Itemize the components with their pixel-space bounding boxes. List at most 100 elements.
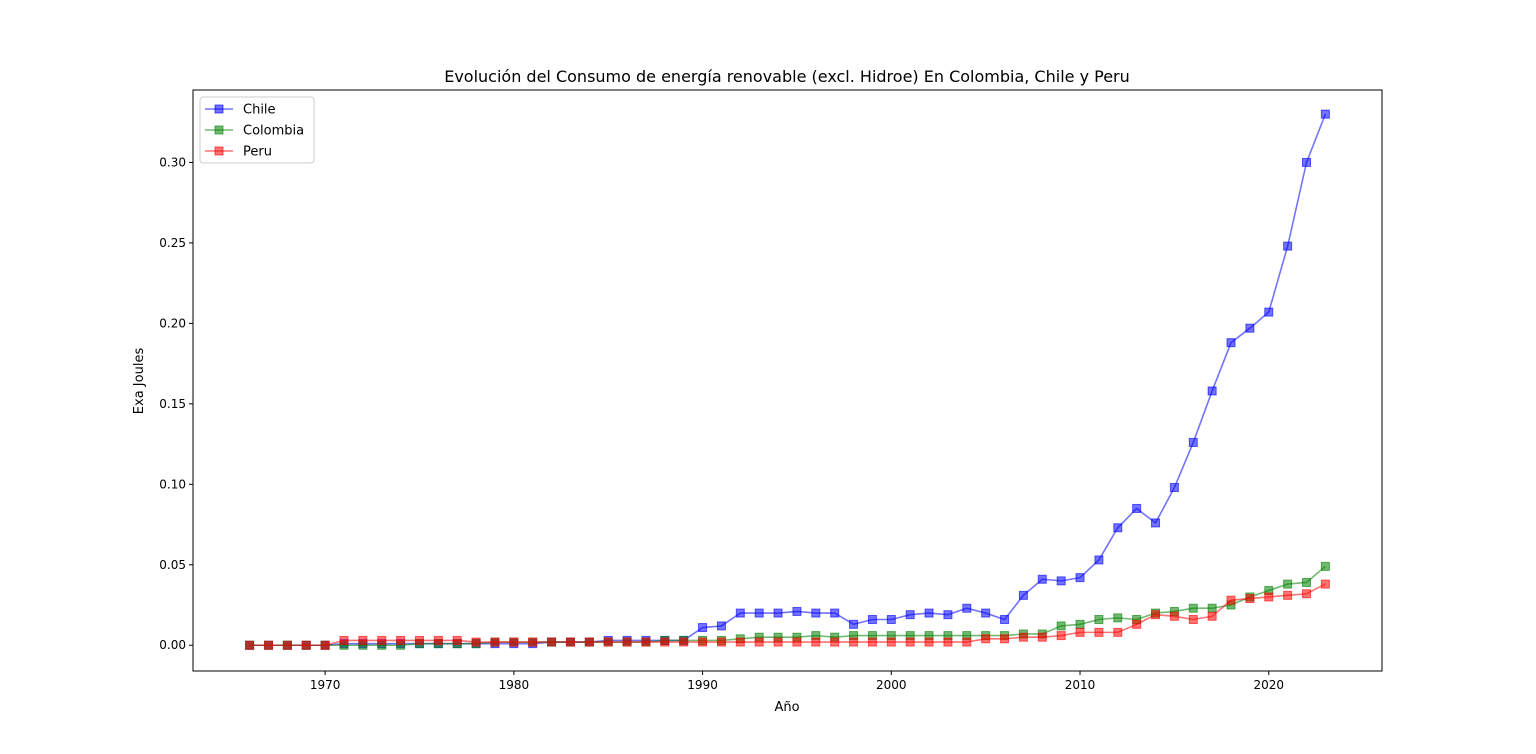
data-point [1151,610,1161,620]
data-point [433,635,443,645]
data-point [1302,589,1312,599]
data-point [792,637,802,647]
series-layer [245,109,1330,650]
x-tick-label: 1980 [499,678,530,692]
y-tick-label: 0.00 [159,638,186,652]
data-point [943,610,953,620]
data-point [905,610,915,620]
data-point [924,608,934,618]
data-point [396,635,406,645]
data-point [565,637,575,647]
data-point [301,640,311,650]
data-point [1169,611,1179,621]
data-point [830,608,840,618]
data-point [754,608,764,618]
data-point [981,608,991,618]
data-point [584,637,594,647]
data-point [660,637,670,647]
data-point [1151,518,1161,528]
data-point [1037,574,1047,584]
data-point [1283,241,1293,251]
data-point [1320,109,1330,119]
data-point [924,637,934,647]
legend-label: Chile [243,103,276,118]
data-point [1113,523,1123,533]
data-point [1245,594,1255,604]
data-point [773,637,783,647]
data-point [1075,619,1085,629]
y-tick-label: 0.05 [159,558,186,572]
data-point [849,637,859,647]
data-point [282,640,292,650]
x-tick-label: 1970 [310,678,341,692]
x-tick-label: 2010 [1065,678,1096,692]
data-point [830,637,840,647]
data-point [1094,627,1104,637]
data-point [1018,590,1028,600]
y-tick-label: 0.20 [159,316,186,330]
y-axis-label: Exa Joules [132,348,147,415]
data-point [811,608,821,618]
data-point [773,608,783,618]
data-point [1264,592,1274,602]
data-point [414,635,424,645]
data-point [1302,577,1312,587]
data-point [698,637,708,647]
data-point [849,619,859,629]
data-point [962,603,972,613]
data-point [1188,437,1198,447]
data-point [1094,555,1104,565]
data-point [1320,561,1330,571]
x-tick-label: 1990 [687,678,718,692]
plot-frame [192,89,1383,672]
legend-marker [214,146,224,156]
legend-item-peru: Peru [205,145,272,160]
data-point [1188,603,1198,613]
data-point [528,637,538,647]
series-peru [245,579,1330,650]
data-point [1320,579,1330,589]
data-point [1075,573,1085,583]
data-point [886,637,896,647]
series-line [249,583,1326,647]
data-point [716,637,726,647]
data-point [1132,619,1142,629]
data-point [886,614,896,624]
legend-box [199,96,315,164]
data-point [622,637,632,647]
data-point [1075,627,1085,637]
data-point [452,635,462,645]
data-point [603,637,613,647]
data-point [905,637,915,647]
data-point [1113,627,1123,637]
data-point [679,637,689,647]
series-line [249,565,1326,647]
chart-title: Evolución del Consumo de energía renovab… [444,67,1130,86]
data-point [245,640,255,650]
x-tick-label: 2020 [1253,678,1284,692]
legend-item-chile: Chile [205,103,276,118]
data-point [1000,614,1010,624]
data-point [1207,603,1217,613]
data-point [981,634,991,644]
data-point [716,621,726,631]
y-tick-label: 0.15 [159,397,186,411]
data-point [1283,579,1293,589]
data-point [792,606,802,616]
data-point [1264,307,1274,317]
legend: Chile Colombia Peru [199,96,315,164]
data-point [1245,323,1255,333]
data-point [358,635,368,645]
data-point [962,637,972,647]
y-axis: 0.00 0.05 0.10 0.15 0.20 0.25 0.30 [159,155,193,652]
data-point [471,637,481,647]
x-axis: 1970 1980 1990 2000 2010 2020 [310,671,1284,692]
data-point [735,608,745,618]
data-point [490,637,500,647]
data-point [339,635,349,645]
data-point [1207,611,1217,621]
data-point [735,637,745,647]
data-point [1226,338,1236,348]
legend-label: Colombia [243,124,304,139]
